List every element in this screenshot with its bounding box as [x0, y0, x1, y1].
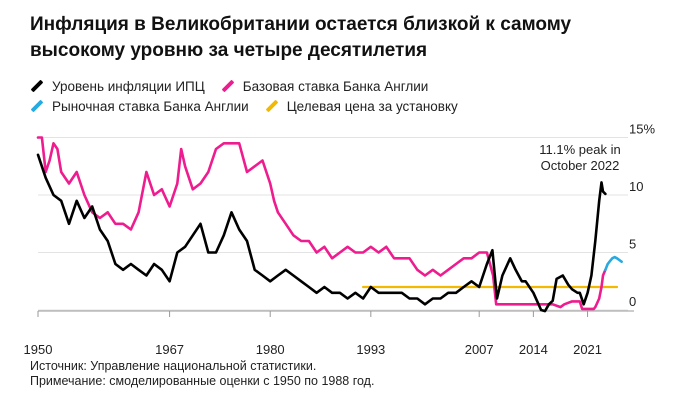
y-tick-label: 10: [629, 179, 643, 194]
chart-series: [36, 136, 623, 313]
legend-label-cpi: Уровень инфляции ИПЦ: [52, 78, 205, 94]
y-tick-label: 5: [629, 237, 636, 252]
source-note: Источник: Управление национальной статис…: [30, 359, 317, 373]
y-tick-label: 0: [629, 294, 636, 309]
legend-item-bank-rate: Базовая ставка Банка Англии: [221, 78, 429, 94]
legend-item-cpi: Уровень инфляции ИПЦ: [30, 79, 205, 94]
y-axis-labels: 0 5 10 15%: [629, 122, 655, 310]
chart-grid: [38, 137, 628, 311]
series-cpi: [36, 153, 607, 313]
x-tick-label: 2007: [465, 342, 494, 357]
x-tick-label: 1967: [155, 342, 184, 357]
x-tick-label: 1950: [24, 342, 53, 357]
x-axis: 1950 1967 1980 1993 2007 2014 2021: [24, 310, 634, 357]
chart-notes: Источник: Управление национальной статис…: [30, 359, 374, 389]
chart-title: Инфляция в Великобритании остается близк…: [30, 14, 572, 61]
legend: Уровень инфляции ИПЦ Базовая ставка Банк…: [30, 76, 650, 116]
annotation-line-1: 11.1% peak in: [539, 142, 620, 157]
y-tick-label: 15%: [629, 122, 655, 137]
annotation-line-2: October 2022: [541, 158, 620, 173]
legend-label-market-rate: Рыночная ставка Банка Англии: [52, 98, 249, 114]
x-tick-label: 2021: [573, 342, 602, 357]
series-bank-rate: [36, 136, 607, 311]
x-tick-label: 2014: [519, 342, 548, 357]
legend-label-bank-rate: Базовая ставка Банка Англии: [242, 78, 429, 94]
legend-item-market-rate: Рыночная ставка Банка Англии: [30, 99, 249, 114]
series-market-rate: [604, 255, 623, 272]
x-tick-label: 1980: [256, 342, 285, 357]
x-tick-label: 1993: [356, 342, 385, 357]
footnote: Примечание: смоделированные оценки с 195…: [30, 374, 375, 388]
legend-label-target: Целевая цена за установку: [286, 98, 458, 114]
legend-item-target: Целевая цена за установку: [265, 99, 458, 114]
